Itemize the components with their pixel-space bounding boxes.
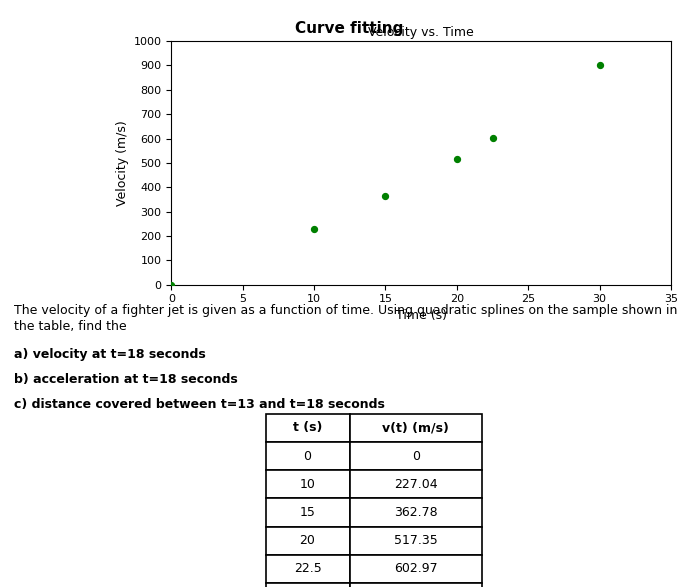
Text: 0: 0 <box>303 450 312 463</box>
Text: c) distance covered between t=13 and t=18 seconds: c) distance covered between t=13 and t=1… <box>14 398 385 411</box>
Point <box>380 191 391 201</box>
Point <box>594 60 605 70</box>
Text: 22.5: 22.5 <box>294 562 322 575</box>
Point <box>487 133 498 143</box>
Title: Velocity vs. Time: Velocity vs. Time <box>368 25 474 39</box>
Text: 10: 10 <box>300 478 315 491</box>
Text: 517.35: 517.35 <box>394 534 438 547</box>
X-axis label: Time (s): Time (s) <box>396 309 447 322</box>
Y-axis label: Velocity (m/s): Velocity (m/s) <box>116 120 129 206</box>
Text: v(t) (m/s): v(t) (m/s) <box>382 421 449 434</box>
Text: 20: 20 <box>300 534 315 547</box>
Text: b) acceleration at t=18 seconds: b) acceleration at t=18 seconds <box>14 373 238 386</box>
Point <box>166 280 177 289</box>
Text: 602.97: 602.97 <box>394 562 438 575</box>
Text: 15: 15 <box>300 506 315 519</box>
Text: 227.04: 227.04 <box>394 478 438 491</box>
Text: 362.78: 362.78 <box>394 506 438 519</box>
Text: Curve fitting: Curve fitting <box>295 21 404 36</box>
Text: the table, find the: the table, find the <box>14 320 127 333</box>
Point <box>308 225 319 234</box>
Point <box>452 154 463 163</box>
Text: The velocity of a fighter jet is given as a function of time. Using quadratic sp: The velocity of a fighter jet is given a… <box>14 304 677 317</box>
Text: 0: 0 <box>412 450 420 463</box>
Text: a) velocity at t=18 seconds: a) velocity at t=18 seconds <box>14 348 206 360</box>
Text: t (s): t (s) <box>293 421 322 434</box>
